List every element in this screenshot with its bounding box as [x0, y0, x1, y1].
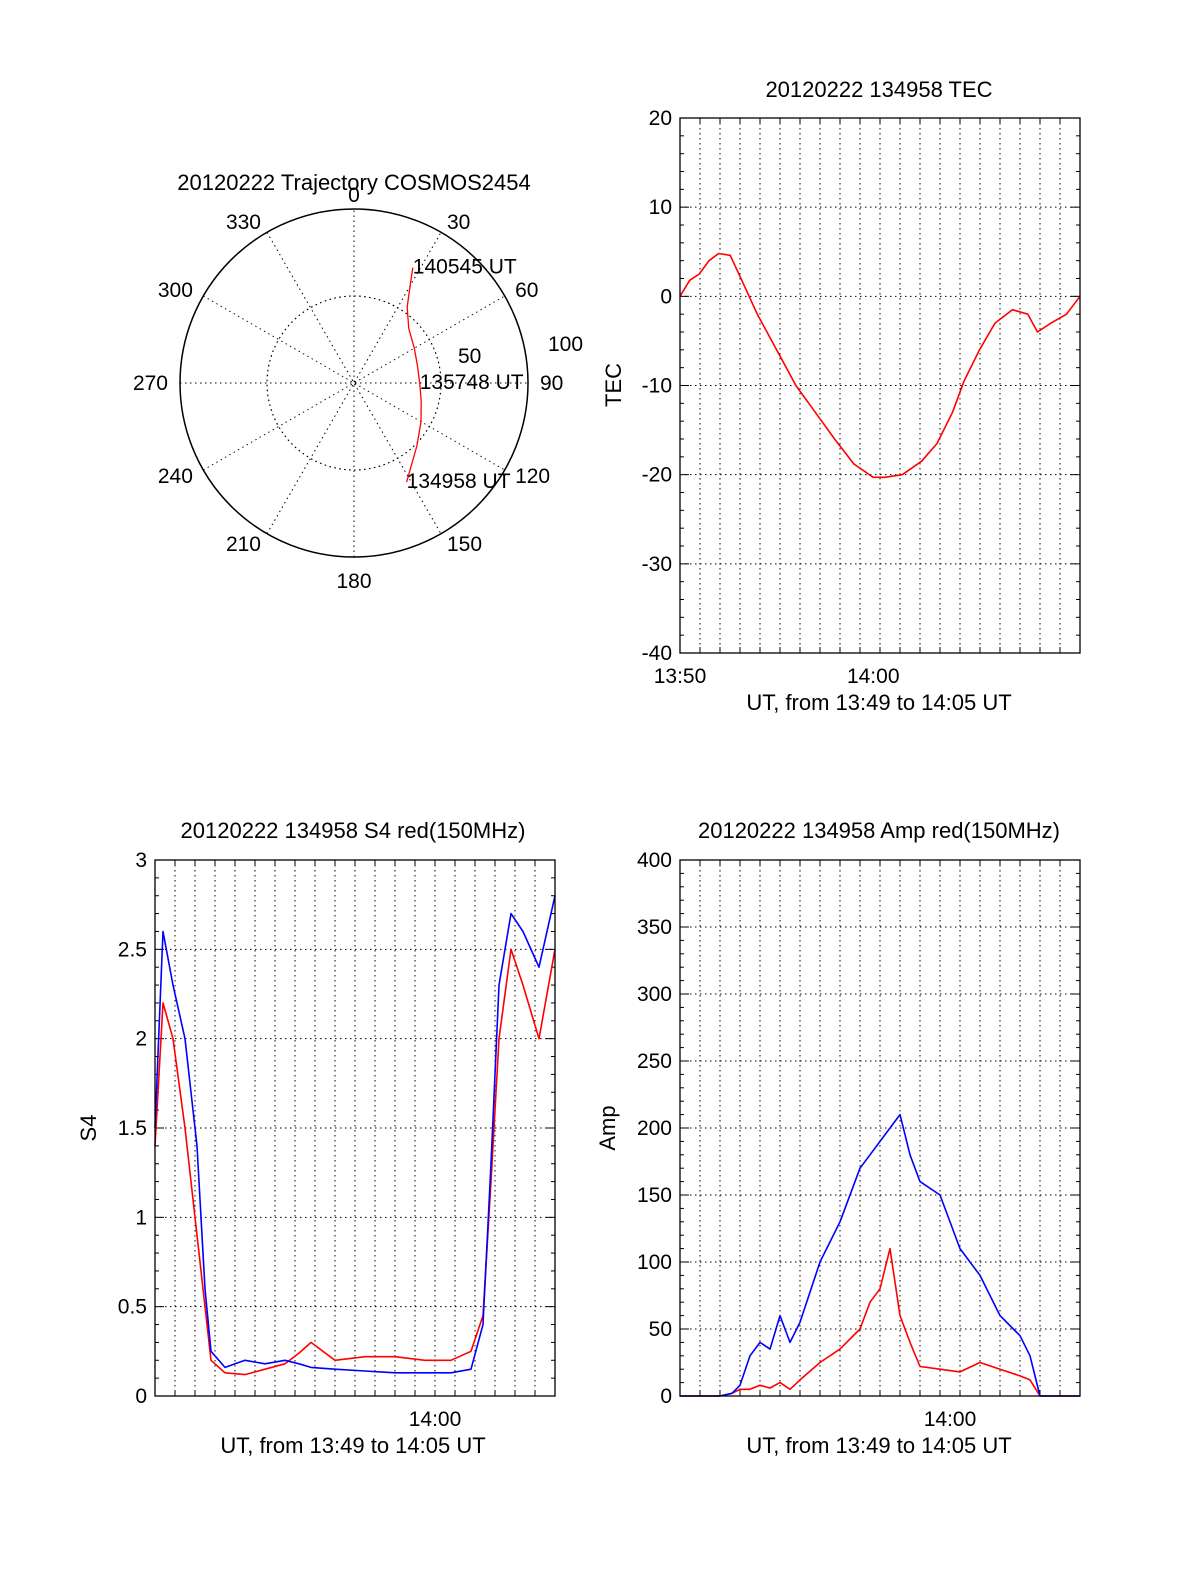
polar-angle-label: 60	[515, 279, 538, 302]
polar-spoke	[266, 232, 442, 534]
trajectory-track	[405, 267, 422, 483]
trajectory-title: 20120222 Trajectory COSMOS2454	[177, 170, 530, 195]
amp-ylabel: Amp	[595, 1105, 620, 1150]
y-tick-label: -30	[642, 553, 672, 576]
y-tick-label: 0.5	[118, 1296, 147, 1319]
amp-xlabel: UT, from 13:49 to 14:05 UT	[746, 1433, 1011, 1458]
polar-angle-label: 210	[226, 533, 261, 556]
trajectory-time-label: 134958 UT	[407, 470, 511, 493]
plot-frame	[154, 859, 556, 1397]
y-tick-label: 400	[637, 849, 672, 872]
plot-frame	[679, 117, 1081, 654]
tec-panel: 20120222 134958 TEC TEC UT, from 13:49 t…	[601, 77, 1081, 715]
y-tick-label: 350	[637, 916, 672, 939]
tec-xlabel: UT, from 13:49 to 14:05 UT	[746, 690, 1011, 715]
s4-title: 20120222 134958 S4 red(150MHz)	[181, 818, 526, 843]
y-tick-label: 2.5	[118, 938, 147, 961]
y-tick-label: 0	[135, 1385, 147, 1408]
plot-frame	[679, 859, 1081, 1397]
y-tick-label: 150	[637, 1184, 672, 1207]
polar-radial-labels: 50 100	[458, 333, 583, 368]
x-tick-label: 14:00	[847, 665, 900, 688]
polar-spoke	[266, 232, 442, 534]
y-tick-label: 0	[660, 285, 672, 308]
polar-radial-label: 100	[548, 333, 583, 356]
amp-title: 20120222 134958 Amp red(150MHz)	[698, 818, 1060, 843]
series-line	[679, 252, 1081, 479]
x-tick-label: 13:50	[654, 665, 707, 688]
polar-angle-label: 150	[447, 533, 482, 556]
y-tick-label: 20	[649, 107, 672, 130]
polar-radial-label: 50	[458, 345, 481, 368]
y-tick-label: 100	[637, 1251, 672, 1274]
trajectory-time-label: 140545 UT	[413, 256, 517, 279]
polar-angle-label: 90	[540, 372, 563, 395]
y-tick-label: 1.5	[118, 1117, 147, 1140]
polar-angle-label: 30	[447, 211, 470, 234]
s4-xlabel: UT, from 13:49 to 14:05 UT	[220, 1433, 485, 1458]
polar-angle-label: 300	[158, 279, 193, 302]
polar-angle-label: 120	[515, 465, 550, 488]
series-line	[154, 895, 556, 1374]
s4-panel: 20120222 134958 S4 red(150MHz) S4 UT, fr…	[76, 818, 556, 1458]
s4-plot-area: 3 2.5 2 1.5 1 0.5 0 14:00	[118, 849, 556, 1431]
y-tick-label: 3	[135, 849, 147, 872]
polar-spoke	[203, 295, 505, 471]
amp-plot-area: 400 350 300 250 200 150 100 50 0 14:00	[637, 849, 1081, 1431]
polar-angle-label: 270	[133, 372, 168, 395]
s4-ylabel: S4	[76, 1115, 101, 1142]
polar-grid-circle	[266, 295, 442, 471]
y-tick-label: 2	[135, 1028, 147, 1051]
y-tick-label: -20	[642, 464, 672, 487]
trajectory-line	[405, 267, 422, 483]
tec-ylabel: TEC	[601, 363, 626, 407]
polar-angle-label: 0	[348, 184, 360, 207]
amp-panel: 20120222 134958 Amp red(150MHz) Amp UT, …	[595, 818, 1081, 1458]
series-line	[680, 1113, 1080, 1397]
trajectory-panel: 20120222 Trajectory COSMOS2454 0 30 60 90 12…	[133, 170, 583, 593]
x-tick-label: 14:00	[924, 1408, 977, 1431]
polar-spoke	[203, 295, 505, 471]
y-tick-label: 1	[135, 1206, 147, 1229]
series-line	[680, 1247, 1080, 1397]
polar-angle-label: 240	[158, 465, 193, 488]
trajectory-time-label: 135748 UT	[420, 371, 524, 394]
y-tick-label: 50	[649, 1318, 672, 1341]
y-tick-label: 300	[637, 983, 672, 1006]
y-tick-label: 0	[660, 1385, 672, 1408]
tec-title: 20120222 134958 TEC	[765, 77, 992, 102]
polar-grid-circle	[266, 295, 442, 471]
series-line	[154, 948, 556, 1376]
trajectory-annotations: 140545 UT 135748 UT 134958 UT	[407, 256, 524, 493]
polar-grid	[179, 208, 529, 558]
x-tick-label: 14:00	[409, 1408, 462, 1431]
y-tick-label: 250	[637, 1050, 672, 1073]
polar-angle-label: 330	[226, 211, 261, 234]
y-tick-label: 10	[649, 196, 672, 219]
y-tick-label: -10	[642, 375, 672, 398]
polar-angle-labels: 0 30 60 90 120 150 180 210 240 270 300 330	[133, 184, 563, 593]
y-tick-label: 200	[637, 1117, 672, 1140]
y-tick-label: -40	[642, 642, 672, 665]
polar-angle-label: 180	[336, 570, 371, 593]
